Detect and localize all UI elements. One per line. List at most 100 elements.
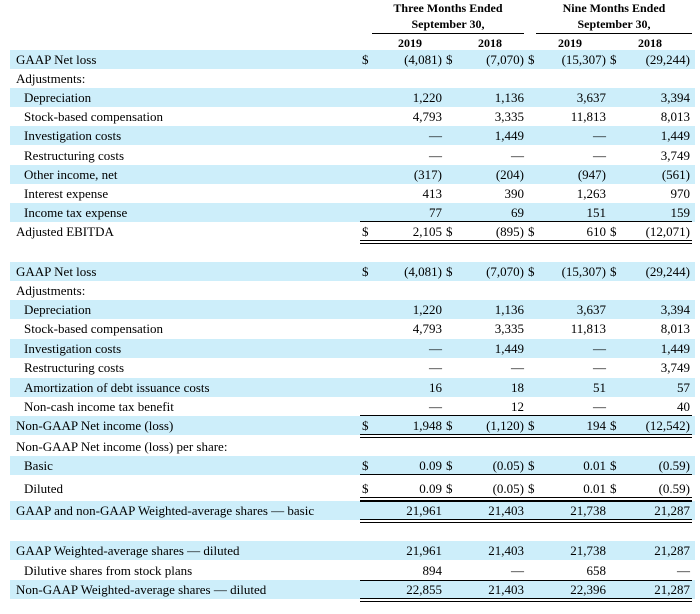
value-number: 0.01: [583, 481, 606, 496]
value-cell: 3,335: [444, 107, 526, 126]
value-number: —: [593, 360, 606, 375]
value-number: —: [429, 148, 442, 163]
value-cell: $ (7,070): [444, 262, 526, 281]
table-row: Restructuring costs — — — 3,749: [10, 146, 695, 165]
value-number: 610: [586, 224, 607, 239]
value-cell: 21,287: [608, 580, 692, 602]
value-number: 8,013: [660, 109, 690, 124]
row-label: Dilutive shares from stock plans: [24, 563, 193, 578]
currency-symbol: $: [528, 481, 535, 496]
underline-rule: [360, 474, 444, 475]
value-number: 658: [586, 563, 607, 578]
underline-rule: [444, 415, 526, 416]
currency-symbol: $: [446, 52, 453, 67]
value-number: 194: [586, 418, 607, 433]
value-cell: 4,793: [360, 107, 444, 126]
value-cell: 40: [608, 397, 692, 416]
value-cell: 69: [444, 203, 526, 222]
value-cell: 1,449: [608, 339, 692, 358]
value-cell: $ (15,307): [526, 262, 608, 281]
currency-symbol: $: [362, 264, 369, 279]
currency-symbol: $: [362, 52, 369, 67]
value-cell: —: [360, 126, 444, 145]
currency-symbol: $: [528, 458, 535, 473]
value-cell: $ (29,244): [608, 262, 692, 281]
value-cell: 1,263: [526, 184, 608, 203]
value-cell: 4,793: [360, 319, 444, 338]
currency-symbol: $: [610, 458, 617, 473]
header-year: 2018: [638, 36, 662, 50]
double-underline-rule: [444, 497, 526, 501]
value-number: 1,220: [412, 90, 442, 105]
value-cell: [526, 437, 608, 456]
currency-symbol: $: [528, 52, 535, 67]
value-number: (4,081): [404, 52, 442, 67]
value-number: 3,394: [660, 302, 690, 317]
value-cell: $194: [526, 416, 608, 438]
currency-symbol: $: [446, 418, 453, 433]
double-underline-rule: [444, 519, 526, 523]
value-number: 3,749: [660, 360, 690, 375]
double-underline-rule: [444, 598, 526, 602]
value-number: 3,394: [660, 90, 690, 105]
value-number: 69: [511, 205, 524, 220]
table-row: Dilutive shares from stock plans 894 — 658 —: [10, 561, 695, 580]
value-number: 894: [422, 563, 443, 578]
value-number: 1,220: [412, 302, 442, 317]
row-label: GAAP Net loss: [16, 264, 97, 279]
value-cell: 51: [526, 378, 608, 397]
value-cell: [360, 437, 444, 456]
underline-rule: [360, 501, 444, 502]
table-row: GAAP Weighted-average shares — diluted 21…: [10, 541, 695, 560]
value-number: 21,287: [654, 582, 690, 597]
value-number: 16: [429, 380, 442, 395]
value-cell: $0.09: [360, 456, 444, 475]
table-row: GAAP Net loss $ (4,081) $ (7,070) $ (15,307) $ (…: [10, 262, 695, 281]
value-cell: 21,403: [444, 580, 526, 602]
value-cell: 3,394: [608, 300, 692, 319]
value-number: (1,120): [486, 418, 524, 433]
value-number: 40: [677, 399, 690, 414]
value-cell: 1,220: [360, 300, 444, 319]
value-number: 0.09: [419, 458, 442, 473]
currency-symbol: $: [610, 418, 617, 433]
value-number: 4,793: [412, 109, 442, 124]
value-cell: 3,749: [608, 146, 692, 165]
value-cell: 413: [360, 184, 444, 203]
value-number: (15,307): [561, 264, 606, 279]
table-row: Adjusted EBITDA $2,105 $ (895) $610 $ (12,071): [10, 222, 695, 244]
value-cell: (947): [526, 165, 608, 184]
row-label: Depreciation: [24, 90, 92, 105]
value-cell: $ (895): [444, 222, 526, 244]
value-number: —: [593, 148, 606, 163]
row-label: Interest expense: [24, 186, 109, 201]
double-underline-rule: [526, 519, 608, 523]
table-row: Adjustments:: [10, 69, 695, 88]
value-number: 21,961: [406, 503, 442, 518]
value-cell: —: [526, 339, 608, 358]
currency-symbol: $: [362, 224, 369, 239]
header-nine-months-line2: September 30,: [577, 17, 651, 31]
value-number: (0.59): [658, 481, 690, 496]
value-number: (0.05): [492, 481, 524, 496]
value-cell: 22,855: [360, 580, 444, 602]
table-row: Amortization of debt issuance costs 16 18 5…: [10, 378, 695, 397]
value-number: 3,335: [494, 109, 524, 124]
value-cell: $ (0.05): [444, 479, 526, 501]
value-cell: 3,335: [444, 319, 526, 338]
value-number: —: [593, 399, 606, 414]
value-cell: 894: [360, 561, 444, 580]
value-number: 22,396: [570, 582, 606, 597]
value-cell: 1,449: [444, 126, 526, 145]
value-cell: 21,403: [444, 541, 526, 560]
row-label: Basic: [24, 458, 53, 473]
row-label: Adjusted EBITDA: [16, 224, 114, 239]
underline-rule: [526, 221, 608, 222]
value-number: 12: [511, 399, 524, 414]
underline-rule: [526, 415, 608, 416]
value-cell: 8,013: [608, 107, 692, 126]
double-underline-rule: [360, 598, 444, 602]
value-number: 1,449: [494, 341, 524, 356]
double-underline-rule: [526, 497, 608, 501]
value-cell: 18: [444, 378, 526, 397]
